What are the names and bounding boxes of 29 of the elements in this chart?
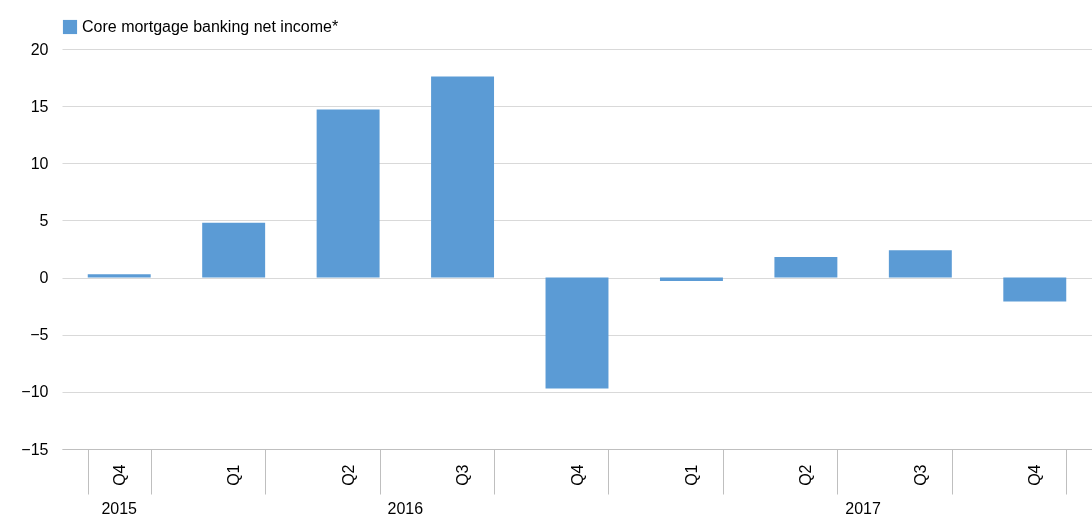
bar [316, 109, 380, 278]
bar [202, 222, 266, 278]
bar [888, 250, 952, 278]
bar [545, 277, 609, 389]
bar [87, 274, 151, 278]
y-tick-label: 20 [30, 40, 49, 58]
x-tick-label: Q2 [339, 464, 357, 486]
legend-label: Core mortgage banking net income* [82, 18, 339, 35]
y-tick-label: 10 [30, 154, 49, 172]
x-tick-label: Q1 [682, 464, 700, 486]
x-tick-label: Q2 [797, 464, 815, 486]
x-tick-label: Q4 [568, 464, 586, 486]
x-tick-label: Q1 [225, 464, 243, 486]
y-tick-label: −5 [30, 326, 49, 344]
text: 2017 [845, 500, 882, 517]
x-tick-label: Q3 [454, 464, 472, 486]
bar [1003, 277, 1067, 302]
x-tick-label: Q3 [911, 464, 929, 486]
text: 2015 [101, 500, 138, 517]
y-tick-label: 0 [39, 269, 49, 287]
y-tick-label: −10 [21, 383, 49, 401]
x-tick-label: Q4 [1026, 464, 1044, 486]
bar [774, 257, 838, 278]
y-tick-label: 5 [39, 211, 49, 229]
y-tick-label: 15 [30, 97, 49, 115]
bar [431, 76, 495, 278]
y-tick-label: −15 [21, 440, 49, 458]
text: 2016 [387, 500, 424, 517]
x-tick-label: Q4 [110, 464, 128, 486]
